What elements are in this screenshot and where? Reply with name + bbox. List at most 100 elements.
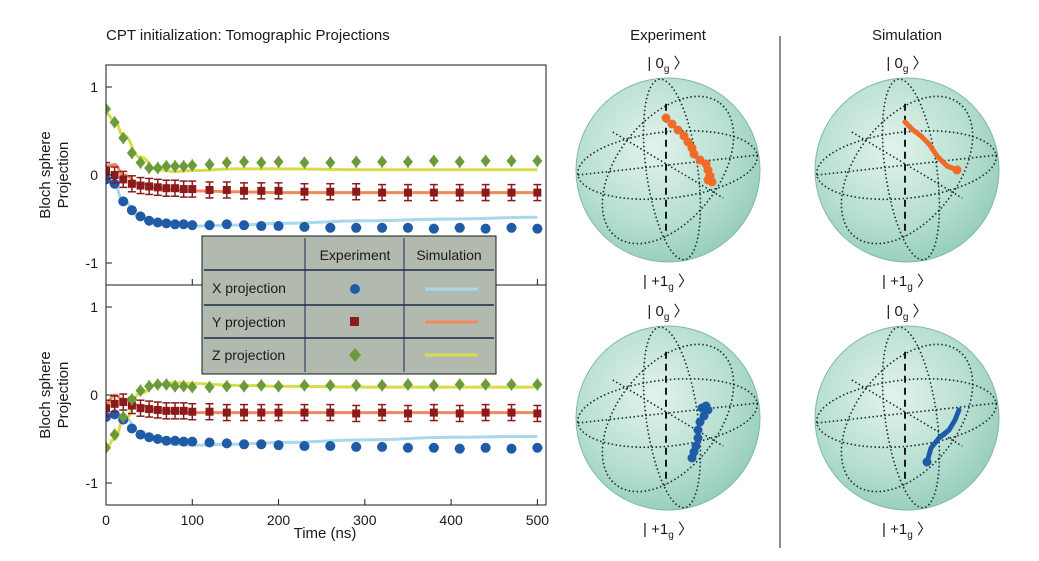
- bottom-point-z: [532, 378, 543, 391]
- bottom-point-y: [222, 408, 231, 417]
- bottom-point-z: [118, 411, 129, 423]
- top-point-y: [326, 187, 335, 196]
- legend-marker-x: [350, 284, 360, 294]
- bloch-spheres: | 0g 〉| +1g 〉| 0g 〉| +1g 〉| 0g 〉| +1g 〉|…: [575, 55, 1000, 541]
- legend-label-y: Y projection: [212, 314, 286, 330]
- bottom-point-x: [402, 442, 413, 453]
- top-point-y: [162, 184, 171, 193]
- top-point-y: [136, 181, 145, 190]
- sphere-axis-y: [612, 379, 724, 447]
- trajectory-endpoint: [952, 165, 962, 175]
- bottom-point-z: [377, 379, 388, 392]
- top-point-y: [188, 185, 197, 194]
- top-point-x: [118, 196, 129, 207]
- top-point-z: [532, 154, 543, 167]
- bottom-point-y: [179, 406, 188, 415]
- trajectory-point: [667, 119, 677, 129]
- top-point-x: [256, 221, 267, 232]
- bottom-ylabel: Bloch sphere Projection: [37, 351, 72, 439]
- bloch-sphere-simulation-bottom: | 0g 〉 | +1g 〉: [814, 303, 1000, 541]
- sphere-body: [814, 77, 1000, 263]
- bottom-point-z: [273, 380, 284, 393]
- top-point-z: [170, 160, 181, 173]
- legend-label-z: Z projection: [212, 347, 285, 363]
- figure-title: CPT initialization: Tomographic Projecti…: [106, 27, 390, 44]
- bottom-point-y: [300, 408, 309, 417]
- bottom-point-x: [239, 439, 250, 450]
- bottom-point-x: [428, 442, 439, 453]
- bottom-point-x: [273, 440, 284, 451]
- top-point-y: [240, 186, 249, 195]
- top-ytick-label: -1: [86, 255, 99, 271]
- top-point-y: [378, 188, 387, 197]
- top-point-x: [106, 174, 111, 185]
- bottom-point-x: [377, 441, 388, 452]
- header-experiment: Experiment: [630, 27, 707, 44]
- top-point-x: [170, 219, 181, 230]
- sphere-label-bottom: | +1g 〉: [643, 521, 693, 541]
- top-point-z: [377, 155, 388, 168]
- bottom-sim-curve-y: [106, 393, 538, 415]
- sphere-axis-y: [612, 131, 724, 199]
- bottom-ylabel-line1: Bloch sphere: [37, 351, 54, 439]
- sphere-body: [575, 77, 761, 263]
- sphere-label-bottom: | +1g 〉: [882, 273, 932, 293]
- trajectory-point: [661, 113, 671, 123]
- trajectory-point: [693, 425, 703, 435]
- sphere-label-bottom: | +1g 〉: [643, 273, 693, 293]
- bottom-point-x: [161, 435, 172, 446]
- bottom-point-x: [187, 436, 198, 447]
- top-point-x: [178, 219, 189, 230]
- bottom-point-x: [221, 438, 232, 449]
- bloch-sphere-simulation-top: | 0g 〉 | +1g 〉: [814, 55, 1000, 293]
- sphere-trajectory: [902, 119, 960, 173]
- trajectory-point: [693, 433, 703, 443]
- top-point-x: [506, 222, 517, 233]
- bottom-point-y: [127, 401, 136, 410]
- bottom-point-y: [110, 399, 119, 408]
- top-point-z: [161, 160, 172, 173]
- bottom-point-y: [171, 406, 180, 415]
- bottom-point-z: [144, 380, 155, 393]
- top-point-x: [144, 215, 155, 226]
- top-point-y: [257, 186, 266, 195]
- top-ylabel-line1: Bloch sphere: [37, 131, 54, 219]
- sphere-label-top: | 0g 〉: [647, 55, 688, 75]
- top-point-y: [153, 183, 162, 192]
- bottom-point-y: [403, 409, 412, 418]
- bottom-ytick-label: 0: [90, 387, 98, 403]
- top-point-y: [110, 171, 119, 179]
- bottom-point-z: [221, 380, 232, 393]
- top-point-z: [239, 155, 250, 168]
- top-point-y: [222, 185, 231, 194]
- top-point-x: [454, 222, 465, 233]
- bottom-point-z: [178, 380, 189, 393]
- top-point-z: [204, 158, 215, 171]
- top-point-z: [351, 155, 362, 168]
- bottom-point-y: [153, 405, 162, 414]
- trajectory-endpoint: [922, 457, 932, 467]
- top-point-x: [273, 221, 284, 232]
- bottom-point-z: [299, 379, 310, 392]
- top-point-x: [161, 218, 172, 229]
- sphere-label-top: | 0g 〉: [886, 303, 927, 323]
- bottom-point-z: [170, 380, 181, 393]
- top-sim-curve-x: [106, 177, 538, 228]
- bottom-point-z: [480, 378, 491, 391]
- sphere-body: [575, 325, 761, 511]
- bottom-ylabel-line2: Projection: [55, 362, 72, 429]
- top-sim-curve-z: [106, 111, 538, 173]
- trajectory-point: [695, 417, 705, 427]
- top-point-z: [221, 156, 232, 169]
- top-point-z: [135, 156, 146, 169]
- top-ytick-label: 0: [90, 167, 98, 183]
- bottom-point-z: [351, 379, 362, 392]
- top-point-y: [205, 185, 214, 194]
- top-point-x: [377, 222, 388, 233]
- bottom-point-y: [533, 409, 542, 418]
- sphere-axis-y: [851, 131, 963, 199]
- top-point-x: [402, 222, 413, 233]
- bottom-point-x: [532, 442, 543, 453]
- top-point-y: [145, 182, 154, 191]
- top-point-y: [106, 166, 110, 175]
